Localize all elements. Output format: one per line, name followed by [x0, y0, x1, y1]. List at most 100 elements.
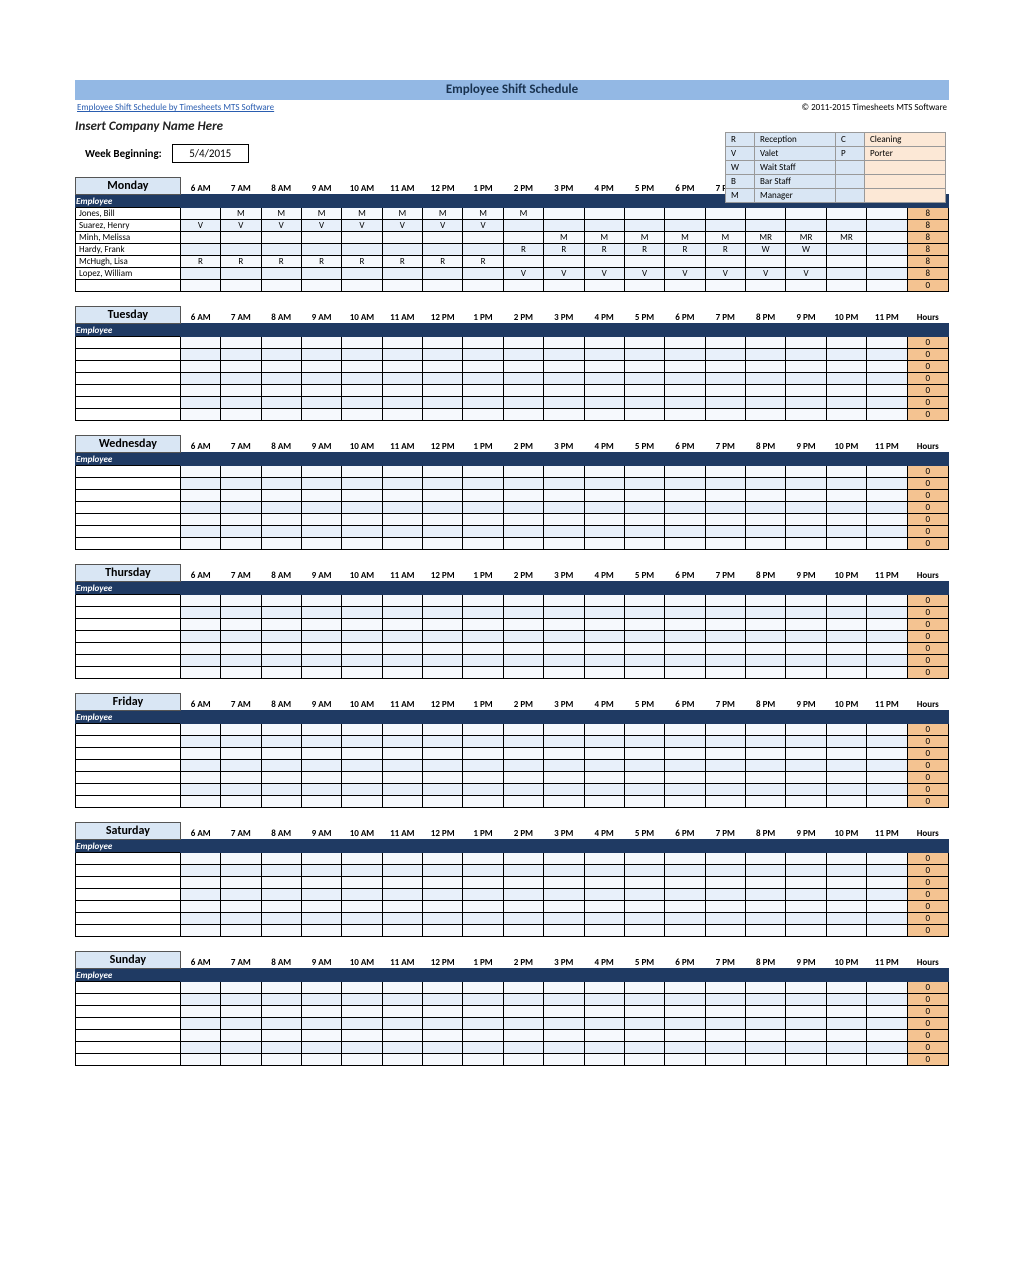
shift-cell[interactable]: [746, 901, 786, 913]
shift-cell[interactable]: [665, 784, 705, 796]
shift-cell[interactable]: [503, 385, 543, 397]
shift-cell[interactable]: [301, 1006, 341, 1018]
shift-cell[interactable]: [261, 853, 301, 865]
shift-cell[interactable]: [584, 889, 624, 901]
shift-cell[interactable]: [382, 349, 422, 361]
shift-cell[interactable]: [261, 409, 301, 421]
shift-cell[interactable]: [705, 397, 745, 409]
employee-name[interactable]: [76, 889, 181, 901]
shift-cell[interactable]: [503, 784, 543, 796]
shift-cell[interactable]: [826, 385, 866, 397]
shift-cell[interactable]: [786, 256, 826, 268]
shift-cell[interactable]: [261, 595, 301, 607]
shift-cell[interactable]: [261, 337, 301, 349]
shift-cell[interactable]: [180, 865, 220, 877]
company-name[interactable]: Insert Company Name Here: [75, 119, 223, 134]
shift-cell[interactable]: [301, 466, 341, 478]
shift-cell[interactable]: [786, 760, 826, 772]
shift-cell[interactable]: [301, 538, 341, 550]
shift-cell[interactable]: [705, 1030, 745, 1042]
shift-cell[interactable]: [180, 796, 220, 808]
shift-cell[interactable]: [746, 1006, 786, 1018]
shift-cell[interactable]: [342, 349, 382, 361]
shift-cell[interactable]: [826, 220, 866, 232]
shift-cell[interactable]: [463, 1006, 503, 1018]
shift-cell[interactable]: [826, 901, 866, 913]
shift-cell[interactable]: [180, 337, 220, 349]
shift-cell[interactable]: [423, 748, 463, 760]
shift-cell[interactable]: [746, 280, 786, 292]
shift-cell[interactable]: [423, 526, 463, 538]
shift-cell[interactable]: [180, 526, 220, 538]
shift-cell[interactable]: [342, 784, 382, 796]
shift-cell[interactable]: [423, 760, 463, 772]
employee-name[interactable]: [76, 490, 181, 502]
shift-cell[interactable]: [423, 1054, 463, 1066]
shift-cell[interactable]: [705, 667, 745, 679]
shift-cell[interactable]: [503, 490, 543, 502]
shift-cell[interactable]: [786, 208, 826, 220]
shift-cell[interactable]: [705, 643, 745, 655]
shift-cell[interactable]: [463, 619, 503, 631]
employee-name[interactable]: [76, 913, 181, 925]
shift-cell[interactable]: [503, 901, 543, 913]
shift-cell[interactable]: [423, 643, 463, 655]
shift-cell[interactable]: [301, 397, 341, 409]
shift-cell[interactable]: [867, 796, 907, 808]
shift-cell[interactable]: [423, 913, 463, 925]
employee-name[interactable]: [76, 1042, 181, 1054]
shift-cell[interactable]: [301, 409, 341, 421]
shift-cell[interactable]: [624, 220, 664, 232]
shift-cell[interactable]: [261, 925, 301, 937]
shift-cell[interactable]: [342, 877, 382, 889]
shift-cell[interactable]: [544, 724, 584, 736]
shift-cell[interactable]: [301, 502, 341, 514]
shift-cell[interactable]: [826, 208, 866, 220]
employee-name[interactable]: [76, 514, 181, 526]
shift-cell[interactable]: [342, 538, 382, 550]
shift-cell[interactable]: [786, 982, 826, 994]
shift-cell[interactable]: [382, 913, 422, 925]
shift-cell[interactable]: [786, 361, 826, 373]
shift-cell[interactable]: [544, 655, 584, 667]
shift-cell[interactable]: [261, 994, 301, 1006]
shift-cell[interactable]: [624, 655, 664, 667]
shift-cell[interactable]: [705, 994, 745, 1006]
shift-cell[interactable]: V: [584, 268, 624, 280]
shift-cell[interactable]: [544, 538, 584, 550]
shift-cell[interactable]: [624, 280, 664, 292]
shift-cell[interactable]: [180, 466, 220, 478]
shift-cell[interactable]: [221, 337, 261, 349]
shift-cell[interactable]: [301, 736, 341, 748]
employee-name[interactable]: [76, 526, 181, 538]
shift-cell[interactable]: [503, 982, 543, 994]
shift-cell[interactable]: [584, 1006, 624, 1018]
shift-cell[interactable]: [867, 1018, 907, 1030]
shift-cell[interactable]: [867, 1030, 907, 1042]
shift-cell[interactable]: [423, 772, 463, 784]
shift-cell[interactable]: [342, 478, 382, 490]
shift-cell[interactable]: [624, 502, 664, 514]
shift-cell[interactable]: [180, 643, 220, 655]
shift-cell[interactable]: [786, 1042, 826, 1054]
shift-cell[interactable]: [867, 361, 907, 373]
shift-cell[interactable]: [665, 1030, 705, 1042]
shift-cell[interactable]: [746, 1054, 786, 1066]
shift-cell[interactable]: [867, 853, 907, 865]
shift-cell[interactable]: [665, 220, 705, 232]
shift-cell[interactable]: [544, 619, 584, 631]
shift-cell[interactable]: [423, 349, 463, 361]
employee-name[interactable]: [76, 397, 181, 409]
shift-cell[interactable]: [180, 208, 220, 220]
shift-cell[interactable]: [261, 748, 301, 760]
shift-cell[interactable]: MR: [746, 232, 786, 244]
shift-cell[interactable]: [180, 631, 220, 643]
shift-cell[interactable]: [180, 760, 220, 772]
shift-cell[interactable]: [544, 373, 584, 385]
shift-cell[interactable]: [665, 748, 705, 760]
shift-cell[interactable]: V: [180, 220, 220, 232]
shift-cell[interactable]: [221, 655, 261, 667]
shift-cell[interactable]: [665, 736, 705, 748]
shift-cell[interactable]: [826, 337, 866, 349]
employee-name[interactable]: [76, 760, 181, 772]
